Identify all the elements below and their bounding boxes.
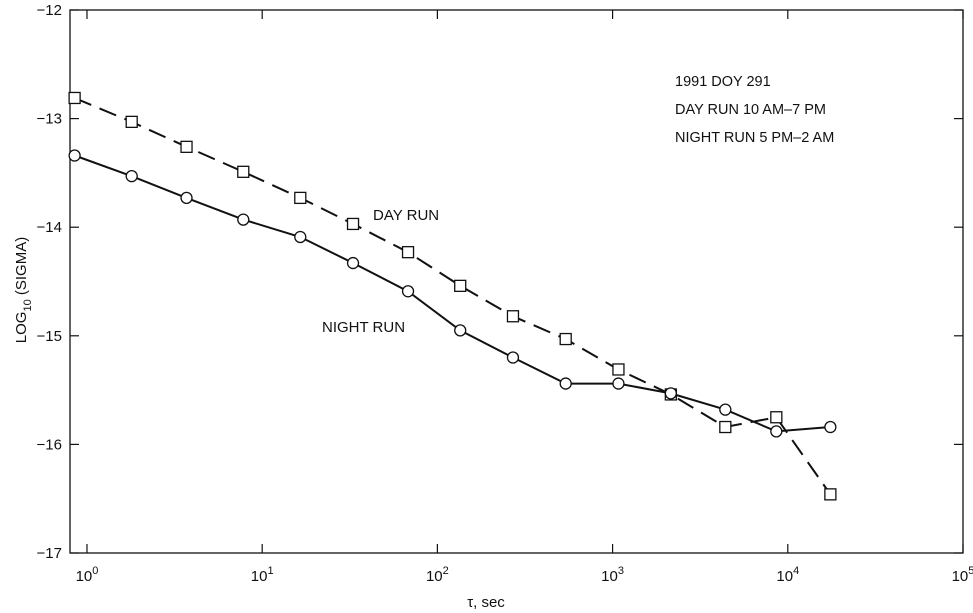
day-run-point — [612, 363, 625, 376]
night-run-point — [346, 256, 360, 270]
x-tick-label: 104 — [776, 565, 799, 585]
day-run-point — [125, 115, 138, 129]
x-tick-label: 101 — [251, 565, 274, 585]
night-run-point — [237, 213, 250, 226]
annotation-line-2: DAY RUN 10 AM–7 PM — [675, 102, 826, 118]
night-run-point — [664, 387, 677, 400]
y-axis-label: LOG10 (SIGMA) — [13, 237, 34, 343]
night-run-point — [401, 285, 415, 298]
x-axis-label: τ, sec — [467, 594, 505, 611]
day-run-point — [237, 165, 250, 178]
day-run-point — [824, 488, 837, 501]
day-run-point — [719, 420, 732, 434]
night-run-point — [454, 324, 467, 337]
axis-ticks: −12 −13 −14 −15 −16 −17 100 101 102 103 104 105 — [37, 2, 973, 585]
series-group — [68, 91, 837, 501]
x-tick-label: 105 — [952, 565, 973, 585]
x-tick-label: 103 — [601, 565, 624, 585]
info-annotation: 1991 DOY 291 DAY RUN 10 AM–7 PM NIGHT RU… — [675, 74, 834, 146]
day-run-point — [294, 191, 307, 205]
x-tick-label: 102 — [426, 565, 449, 585]
night-run-point — [68, 149, 81, 162]
night-run-label: NIGHT RUN — [322, 319, 405, 336]
night-run-point — [559, 377, 572, 390]
day-run-label: DAY RUN — [373, 207, 439, 224]
y-tick-label: −13 — [37, 111, 62, 128]
night-run-point — [506, 351, 520, 364]
day-run-point — [770, 411, 783, 424]
plot-frame-border — [69, 9, 964, 554]
day-run-point — [454, 279, 467, 292]
night-run-point — [824, 420, 837, 434]
y-tick-label: −15 — [37, 328, 62, 345]
night-run-point — [180, 191, 193, 205]
y-axis-label-subscript: 10 — [22, 299, 34, 311]
day-run-point — [180, 140, 193, 153]
night-run-point — [770, 425, 783, 438]
night-run-point — [612, 377, 625, 390]
day-run-line — [74, 97, 832, 495]
night-run-point — [125, 170, 138, 183]
day-run-point — [68, 91, 81, 105]
day-run-point — [401, 246, 415, 259]
annotation-line-1: 1991 DOY 291 — [675, 74, 771, 90]
x-tick-label: 100 — [76, 565, 99, 585]
day-run-point — [506, 310, 520, 323]
night-run-point — [294, 230, 307, 244]
y-axis-label-base: LOG — [13, 312, 30, 344]
y-tick-label: −12 — [37, 2, 62, 19]
day-run-point — [346, 217, 360, 231]
y-tick-label: −17 — [37, 545, 62, 562]
y-tick-label: −16 — [37, 436, 62, 453]
plot-frame — [69, 9, 964, 554]
y-axis-label-rest: (SIGMA) — [13, 237, 30, 300]
annotation-line-3: NIGHT RUN 5 PM–2 AM — [675, 130, 834, 146]
day-run-point — [559, 332, 572, 346]
night-run-point — [719, 403, 732, 416]
y-tick-label: −14 — [37, 219, 62, 236]
